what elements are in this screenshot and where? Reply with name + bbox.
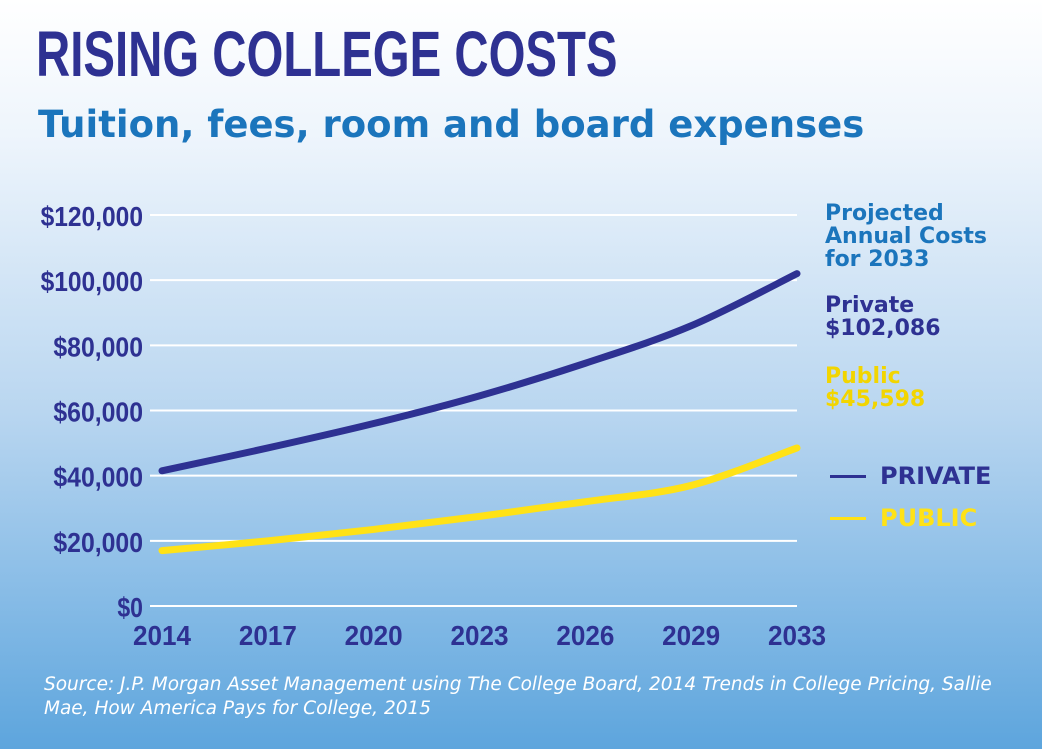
x-tick-label: 2020 [345,620,403,651]
public-projection: Public $45,598 [825,365,1035,411]
x-tick-label: 2033 [768,620,826,651]
y-tick-label: $60,000 [53,397,143,428]
chart-title: RISING COLLEGE COSTS [36,18,618,90]
x-tick-label: 2023 [451,620,509,651]
y-tick-label: $120,000 [41,201,143,232]
y-axis-tick-labels: $0 $20,000 $40,000 $60,000 $80,000 $100,000 $1… [41,201,143,623]
source-note: Source: J.P. Morgan Asset Management usi… [44,674,992,719]
series-line-private [158,270,801,475]
y-tick-label: $0 [117,592,143,623]
legend-label-private: PRIVATE [880,462,992,490]
legend-swatch-private [830,474,866,478]
y-tick-label: $20,000 [53,527,143,558]
public-projection-label: Public [825,364,901,389]
projection-annotation: Projected Annual Costs for 2033 Private … [825,202,1035,411]
private-projection-value: $102,086 [825,316,941,341]
gridlines [150,214,797,607]
y-tick-label: $80,000 [53,331,143,362]
x-tick-label: 2017 [239,620,297,651]
series-lines [158,270,801,555]
public-projection-value: $45,598 [825,387,926,412]
chart-subtitle: Tuition, fees, room and board expenses [38,103,865,146]
x-tick-label: 2026 [556,620,614,651]
x-tick-label: 2014 [133,620,191,651]
private-projection-label: Private [825,293,915,318]
x-axis-tick-labels: 2014 2017 2020 2023 2026 2029 2033 [133,620,826,651]
legend-swatch-public [830,516,866,520]
legend: PRIVATE PUBLIC [830,455,991,539]
projection-title: Projected Annual Costs for 2033 [825,201,988,272]
x-tick-label: 2029 [662,620,720,651]
y-tick-label: $100,000 [41,266,143,297]
legend-item-private: PRIVATE [830,455,991,497]
series-line-public [158,444,801,555]
legend-item-public: PUBLIC [830,497,991,539]
private-projection: Private $102,086 [825,294,1035,340]
legend-label-public: PUBLIC [880,504,978,532]
y-tick-label: $40,000 [53,462,143,493]
